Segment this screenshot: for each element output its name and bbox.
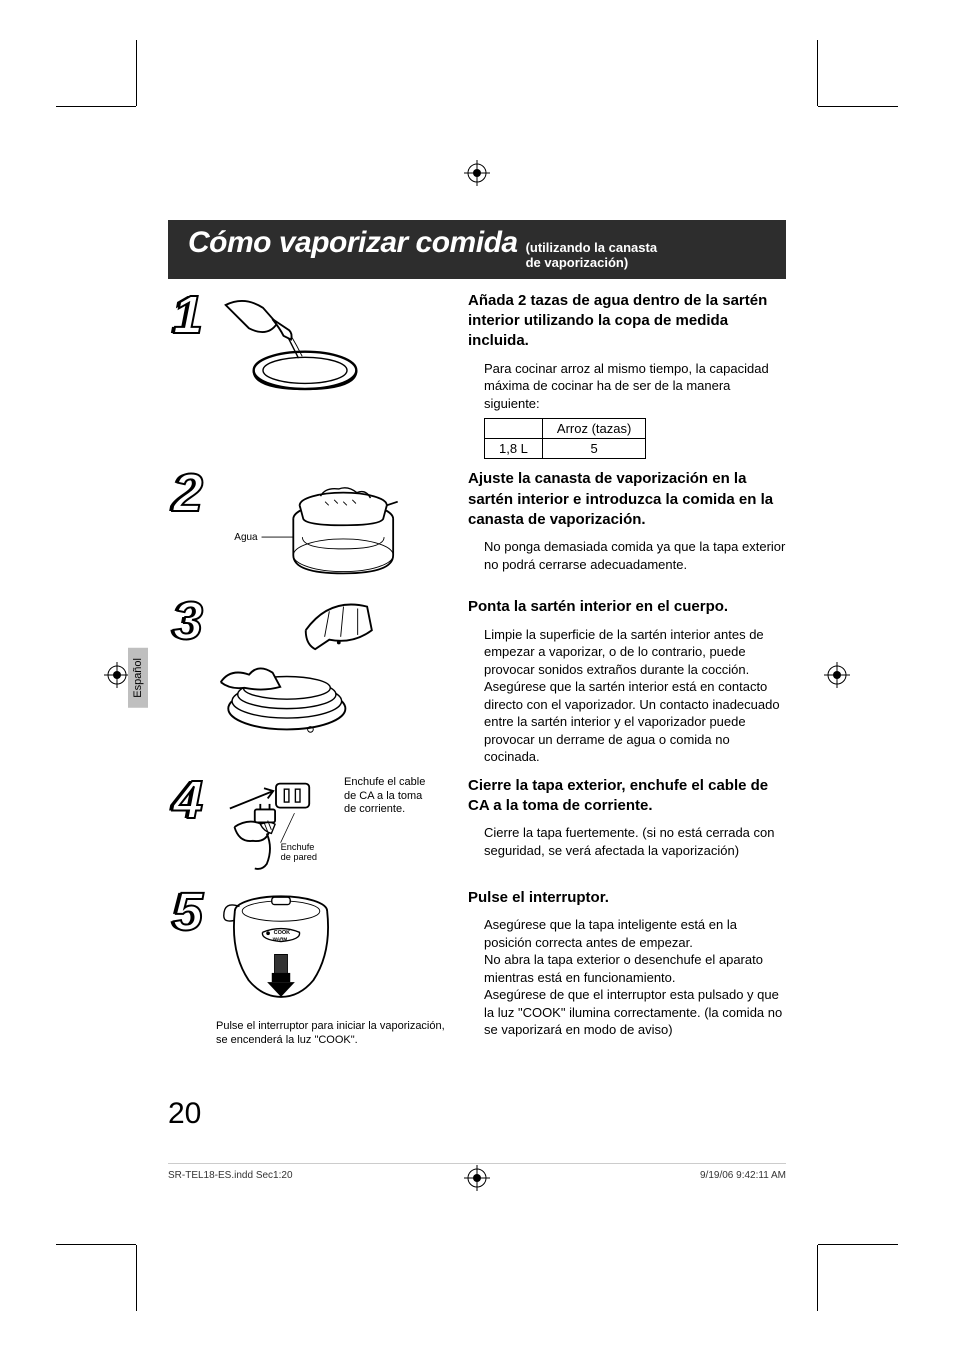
- crop-mark: [136, 1245, 137, 1311]
- step3-illustration-icon: [216, 597, 386, 739]
- step-5: 5 COOK WARM: [168, 888, 786, 1048]
- crop-mark: [136, 40, 137, 106]
- step-heading: Pulse el interruptor.: [468, 888, 786, 908]
- step-heading: Ponta la sartén interior en el cuerpo.: [468, 597, 786, 617]
- footer-file-ref: SR-TEL18-ES.indd Sec1:20: [168, 1170, 293, 1181]
- step-number: 4: [168, 776, 208, 825]
- step4-side-caption: Enchufe el cable de CA a la toma de corr…: [344, 776, 434, 817]
- subtitle-line: de vaporización): [526, 255, 629, 270]
- page-content: Español Cómo vaporizar comida (utilizand…: [168, 220, 786, 1131]
- rice-capacity-table: Arroz (tazas) 1,8 L 5: [484, 418, 646, 459]
- step-body: Limpie la superficie de la sartén interi…: [468, 626, 786, 766]
- table-cell: 1,8 L: [485, 439, 543, 459]
- warm-label: WARM: [273, 937, 288, 942]
- crop-mark: [818, 1244, 898, 1245]
- steps-container: 1 Añada 2 tazas de agua dentro de la sar…: [168, 279, 786, 1048]
- step-body: Cierre la tapa fuertemente. (si no está …: [468, 824, 786, 859]
- print-footer: SR-TEL18-ES.indd Sec1:20 9/19/06 9:42:11…: [168, 1170, 786, 1181]
- step-number: 1: [168, 291, 208, 340]
- page-subtitle: (utilizando la canasta de vaporización): [526, 241, 657, 271]
- step-heading: Cierre la tapa exterior, enchufe el cabl…: [468, 776, 786, 817]
- registration-mark-icon: [464, 160, 490, 186]
- step-number: 3: [168, 597, 208, 646]
- registration-mark-icon: [824, 662, 850, 688]
- table-header: Arroz (tazas): [542, 419, 645, 439]
- step-body: No ponga demasiada comida ya que la tapa…: [468, 538, 786, 573]
- step-2: 2 Agua: [168, 469, 786, 587]
- footer-timestamp: 9/19/06 9:42:11 AM: [700, 1170, 786, 1181]
- step-1: 1 Añada 2 tazas de agua dentro de la sar…: [168, 291, 786, 459]
- registration-mark-icon: [104, 662, 130, 688]
- step-3: 3: [168, 597, 786, 766]
- plug-label: de pared: [281, 852, 317, 862]
- step-body: Asegúrese que la tapa inteligente está e…: [468, 916, 786, 1039]
- footer-divider: [168, 1163, 786, 1164]
- plug-label: Enchufe: [281, 842, 315, 852]
- crop-mark: [817, 40, 818, 106]
- step-heading: Ajuste la canasta de vaporización en la …: [468, 469, 786, 530]
- water-label: Agua: [234, 532, 258, 543]
- page-title: Cómo vaporizar comida: [188, 226, 518, 260]
- step-heading: Añada 2 tazas de agua dentro de la sarté…: [468, 291, 786, 352]
- title-bar: Cómo vaporizar comida (utilizando la can…: [168, 220, 786, 279]
- language-tab: Español: [128, 648, 148, 708]
- step1-illustration-icon: [216, 291, 366, 403]
- step-number: 5: [168, 888, 208, 1008]
- crop-mark: [818, 106, 898, 107]
- crop-mark: [56, 106, 136, 107]
- crop-mark: [817, 1245, 818, 1311]
- page-number: 20: [168, 1097, 201, 1131]
- step5-illustration-icon: COOK WARM: [216, 888, 346, 1008]
- subtitle-line: (utilizando la canasta: [526, 240, 657, 255]
- step4-illustration-icon: Enchufe de pared: [216, 776, 336, 878]
- crop-mark: [56, 1244, 136, 1245]
- step5-caption: Pulse el interruptor para iniciar la vap…: [216, 1020, 456, 1048]
- step-body: Para cocinar arroz al mismo tiempo, la c…: [468, 360, 786, 413]
- cook-label: COOK: [274, 930, 291, 936]
- step2-illustration-icon: Agua: [216, 469, 416, 587]
- step-number: 2: [168, 469, 208, 518]
- table-cell: 5: [542, 439, 645, 459]
- step-4: 4 Enchufe: [168, 776, 786, 878]
